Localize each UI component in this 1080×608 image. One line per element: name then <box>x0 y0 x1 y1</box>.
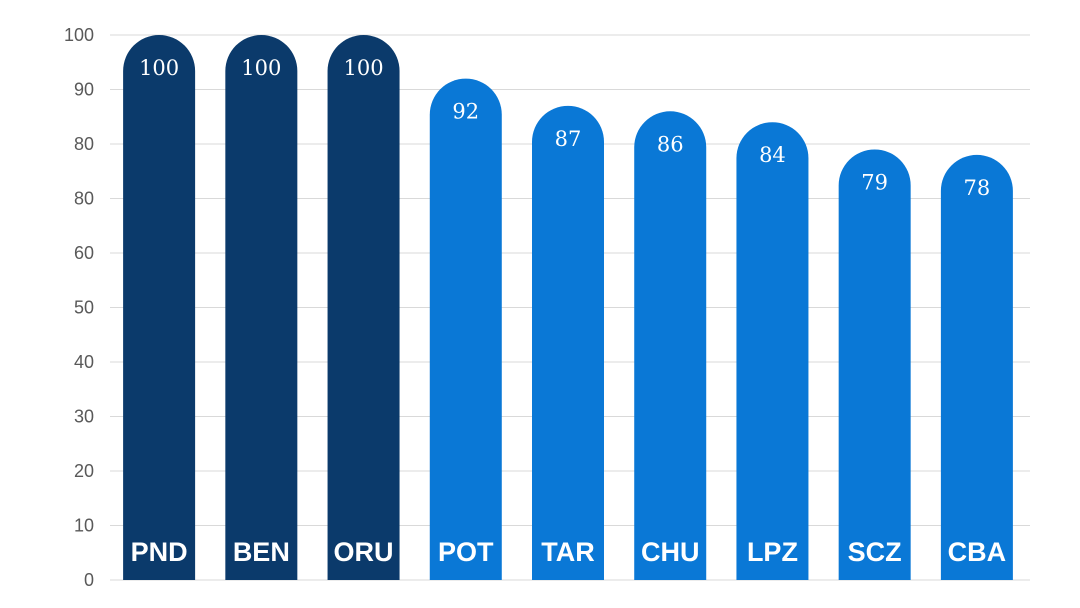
y-tick-label: 20 <box>74 461 94 481</box>
category-label: TAR <box>541 537 595 567</box>
bar-pot <box>429 78 502 580</box>
value-label: 100 <box>344 56 384 80</box>
category-label: LPZ <box>747 537 798 567</box>
y-tick-label: 50 <box>74 298 94 318</box>
bar-pnd <box>123 35 196 580</box>
value-label: 78 <box>964 176 991 200</box>
category-label: CBA <box>948 537 1007 567</box>
value-label: 87 <box>555 127 582 151</box>
bar-oru <box>327 35 400 580</box>
y-tick-label: 40 <box>74 352 94 372</box>
y-tick-label: 80 <box>74 134 94 154</box>
category-label: CHU <box>641 537 700 567</box>
y-tick-label: 10 <box>74 516 94 536</box>
value-label: 100 <box>241 56 281 80</box>
value-label: 92 <box>452 100 479 124</box>
value-label: 84 <box>759 143 786 167</box>
bar-ben <box>225 34 298 580</box>
value-label: 79 <box>861 170 888 194</box>
value-label: 86 <box>657 132 684 156</box>
y-tick-label: 60 <box>74 243 94 263</box>
y-tick-label: 80 <box>74 189 94 209</box>
bar-tar <box>532 105 604 580</box>
bars <box>123 34 1013 581</box>
value-label: 100 <box>139 56 179 80</box>
bar-cba <box>940 154 1013 580</box>
bar-chu <box>634 111 707 581</box>
y-tick-label: 90 <box>74 80 94 100</box>
bar-lpz <box>736 122 809 580</box>
category-label: SCZ <box>848 537 902 567</box>
bar-scz <box>838 149 911 580</box>
y-axis-ticks: 0 10 20 30 40 50 60 80 80 90 100 <box>64 25 94 590</box>
y-tick-label: 100 <box>64 25 94 45</box>
y-tick-label: 0 <box>84 570 94 590</box>
y-tick-label: 30 <box>74 407 94 427</box>
category-label: BEN <box>233 537 290 567</box>
category-label: ORU <box>334 537 394 567</box>
bar-labels: 100 PND 100 BEN 100 ORU 92 POT 87 TAR 86 CHU 84 LPZ 79… <box>131 56 1007 567</box>
category-label: POT <box>438 537 494 567</box>
category-label: PND <box>131 537 188 567</box>
